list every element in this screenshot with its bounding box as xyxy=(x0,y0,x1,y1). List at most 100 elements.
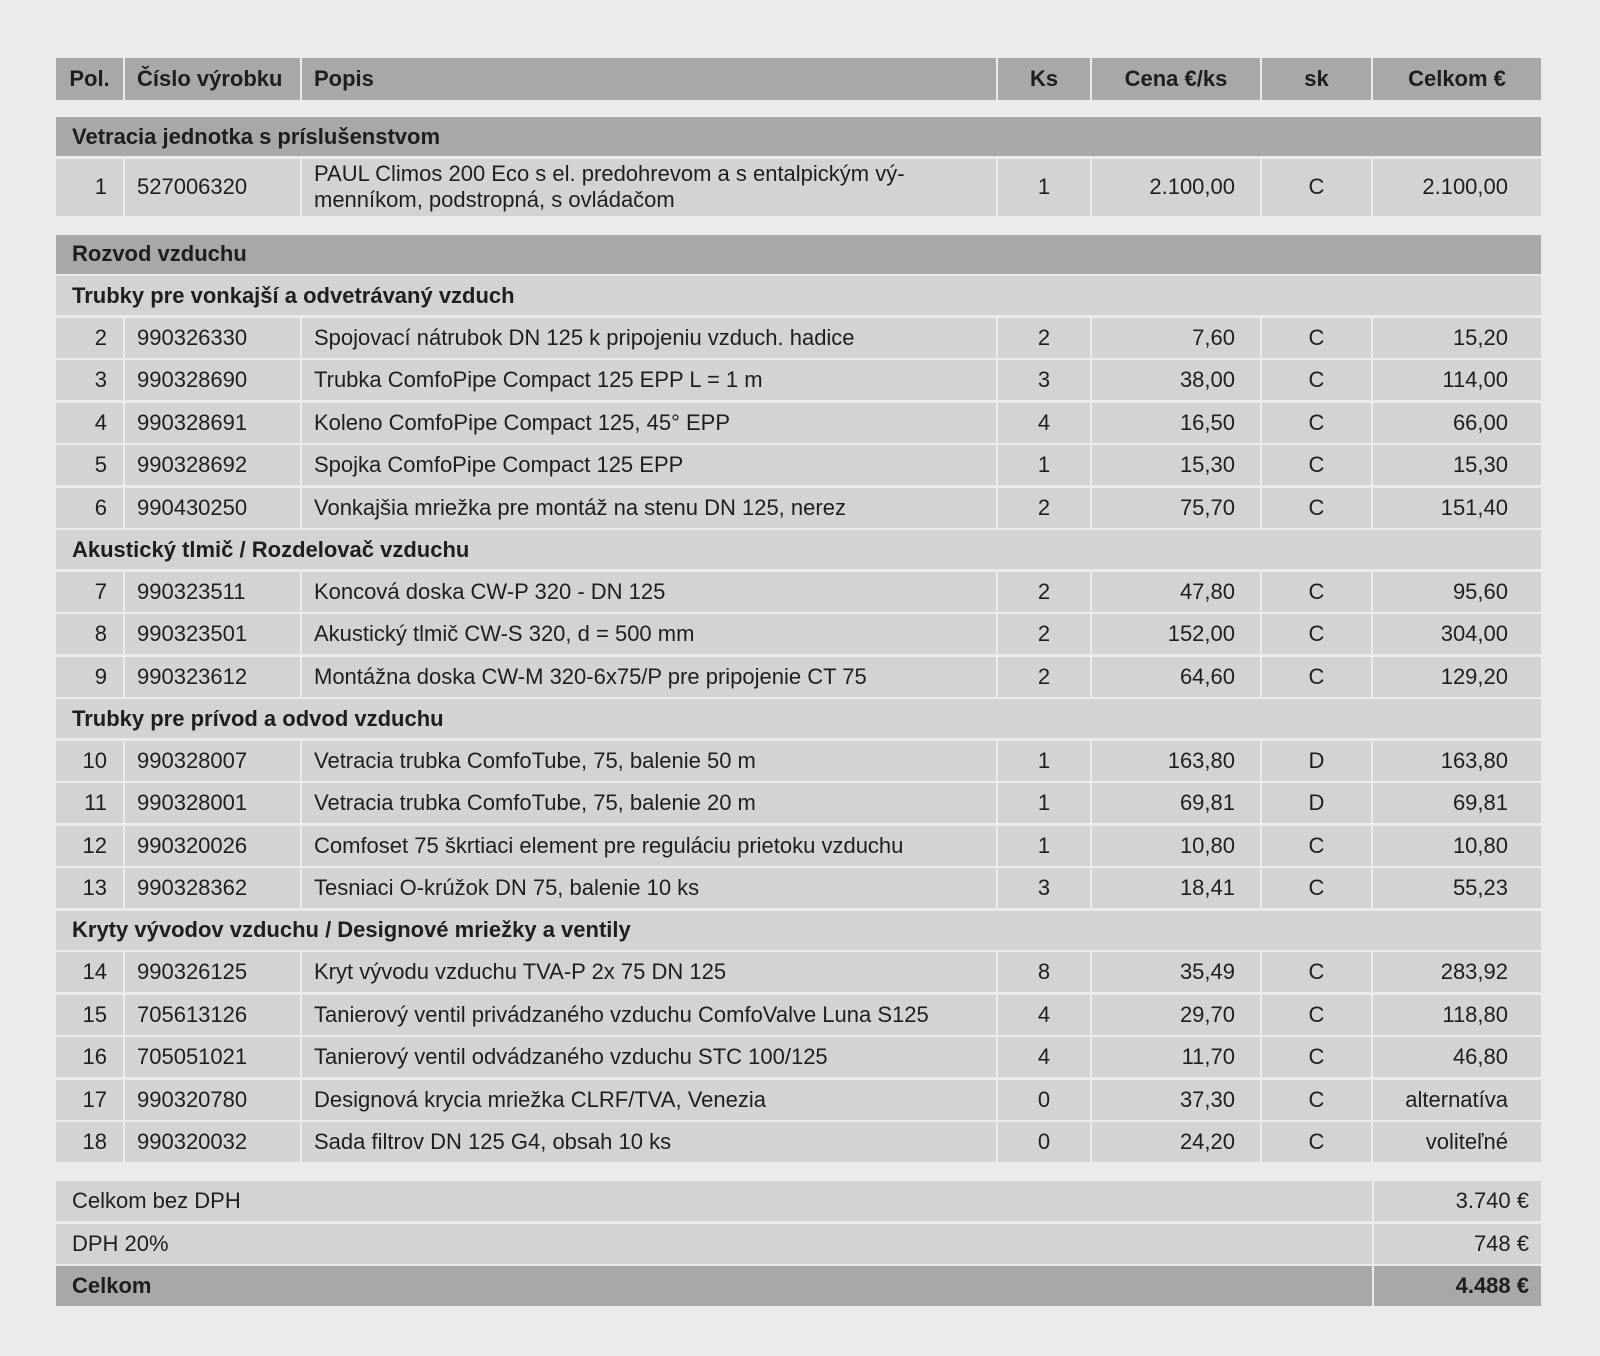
table-row: 1 527006320 PAUL Climos 200 Eco s el. pr… xyxy=(56,158,1541,216)
item-description: Montážna doska CW-M 320-6x75/P pre pripo… xyxy=(300,656,996,697)
summary-grand-row: Celkom 4.488 € xyxy=(56,1266,1541,1306)
item-pol: 1 xyxy=(94,174,107,199)
item-description: Akustický tlmič CW-S 320, d = 500 mm xyxy=(300,614,996,654)
item-price: 38,00 xyxy=(1090,360,1260,400)
item-number: 990323511 xyxy=(123,571,300,612)
item-price: 69,81 xyxy=(1090,783,1260,823)
table-row: 15 705613126 Tanierový ventil privádzané… xyxy=(56,994,1541,1035)
item-sk: C xyxy=(1260,158,1371,216)
item-total: 118,80 xyxy=(1371,994,1541,1035)
item-qty: 2 xyxy=(996,571,1090,612)
item-pol: 11 xyxy=(84,790,107,815)
group-title-text: Kryty vývodov vzduchu / Designové mriežk… xyxy=(72,917,631,942)
section-title-text: Vetracia jednotka s príslušenstvom xyxy=(72,123,441,149)
summary-vat-label: DPH 20% xyxy=(72,1230,169,1256)
col-header-number: Číslo výrobku xyxy=(123,58,300,100)
item-description: Koncová doska CW-P 320 - DN 125 xyxy=(300,571,996,612)
table-row: 8 990323501 Akustický tlmič CW-S 320, d … xyxy=(56,614,1541,654)
item-sk: C xyxy=(1260,1079,1371,1120)
item-number: 990326330 xyxy=(123,317,300,358)
summary-grand-label: Celkom xyxy=(72,1273,152,1298)
item-qty: 2 xyxy=(996,656,1090,697)
item-description: Vonkajšia mriežka pre montáž na stenu DN… xyxy=(300,487,996,528)
price-table: Pol. Číslo výrobku Popis Ks Cena €/ks sk… xyxy=(56,58,1541,1309)
table-row: 11 990328001 Vetracia trubka ComfoTube, … xyxy=(56,783,1541,823)
item-total: 69,81 xyxy=(1371,783,1541,823)
table-row: 5 990328692 Spojka ComfoPipe Compact 125… xyxy=(56,445,1541,485)
item-description: Tanierový ventil privádzaného vzduchu Co… xyxy=(300,994,996,1035)
col-header-qty: Ks xyxy=(996,58,1090,100)
item-number: 990430250 xyxy=(123,487,300,528)
item-price: 75,70 xyxy=(1090,487,1260,528)
item-total: 129,20 xyxy=(1371,656,1541,697)
item-description: Vetracia trubka ComfoTube, 75, balenie 5… xyxy=(300,740,996,781)
item-qty: 4 xyxy=(996,402,1090,443)
item-pol: 5 xyxy=(94,452,107,477)
item-sk: C xyxy=(1260,1037,1371,1077)
item-number: 705613126 xyxy=(123,994,300,1035)
item-pol: 9 xyxy=(94,663,107,689)
item-total: 66,00 xyxy=(1371,402,1541,443)
item-sk: C xyxy=(1260,487,1371,528)
group-title-text: Akustický tlmič / Rozdelovač vzduchu xyxy=(72,536,470,562)
item-qty: 2 xyxy=(996,317,1090,358)
item-number: 990320032 xyxy=(123,1122,300,1162)
item-description: Sada filtrov DN 125 G4, obsah 10 ks xyxy=(300,1122,996,1162)
col-header-total: Celkom € xyxy=(1371,58,1541,100)
item-sk: D xyxy=(1260,740,1371,781)
item-sk: C xyxy=(1260,868,1371,908)
item-sk: C xyxy=(1260,317,1371,358)
item-qty: 1 xyxy=(996,158,1090,216)
group-title: Kryty vývodov vzduchu / Designové mriežk… xyxy=(56,910,1541,950)
summary-vat-row: DPH 20% 748 € xyxy=(56,1223,1541,1264)
summary-net-label: Celkom bez DPH xyxy=(72,1188,241,1213)
item-total: 114,00 xyxy=(1371,360,1541,400)
item-total: 10,80 xyxy=(1371,825,1541,866)
item-number: 990328007 xyxy=(123,740,300,781)
table-row: 16 705051021 Tanierový ventil odvádzanéh… xyxy=(56,1037,1541,1077)
item-total: 163,80 xyxy=(1371,740,1541,781)
item-price: 35,49 xyxy=(1090,952,1260,992)
item-sk: C xyxy=(1260,994,1371,1035)
group-title: Akustický tlmič / Rozdelovač vzduchu xyxy=(56,530,1541,569)
item-pol: 8 xyxy=(94,621,107,646)
item-pol: 10 xyxy=(82,747,107,773)
summary-grand-value: 4.488 € xyxy=(1372,1266,1541,1306)
item-description: Tanierový ventil odvádzaného vzduchu STC… xyxy=(300,1037,996,1077)
item-qty: 1 xyxy=(996,783,1090,823)
item-sk: C xyxy=(1260,571,1371,612)
item-total: 283,92 xyxy=(1371,952,1541,992)
summary-net-value: 3.740 € xyxy=(1372,1181,1541,1221)
item-number: 990328690 xyxy=(123,360,300,400)
item-sk: C xyxy=(1260,952,1371,992)
item-pol: 18 xyxy=(82,1129,107,1154)
item-description: Spojovací nátrubok DN 125 k pripojeniu v… xyxy=(300,317,996,358)
item-sk: C xyxy=(1260,614,1371,654)
item-pol: 17 xyxy=(82,1086,107,1112)
item-qty: 1 xyxy=(996,740,1090,781)
table-row: 3 990328690 Trubka ComfoPipe Compact 125… xyxy=(56,360,1541,400)
item-qty: 3 xyxy=(996,868,1090,908)
table-row: 9 990323612 Montážna doska CW-M 320-6x75… xyxy=(56,656,1541,697)
item-price: 16,50 xyxy=(1090,402,1260,443)
item-total: 55,23 xyxy=(1371,868,1541,908)
item-description: Koleno ComfoPipe Compact 125, 45° EPP xyxy=(300,402,996,443)
item-number: 990323612 xyxy=(123,656,300,697)
table-header: Pol. Číslo výrobku Popis Ks Cena €/ks sk… xyxy=(56,58,1541,100)
item-number: 990320026 xyxy=(123,825,300,866)
item-description: Comfoset 75 škrtiaci element pre regulác… xyxy=(300,825,996,866)
item-number: 990328691 xyxy=(123,402,300,443)
item-price: 47,80 xyxy=(1090,571,1260,612)
table-row: 18 990320032 Sada filtrov DN 125 G4, obs… xyxy=(56,1122,1541,1162)
item-total: 2.100,00 xyxy=(1371,158,1541,216)
item-qty: 0 xyxy=(996,1122,1090,1162)
item-total: 46,80 xyxy=(1371,1037,1541,1077)
item-pol: 7 xyxy=(94,578,107,604)
item-qty: 2 xyxy=(996,487,1090,528)
item-total: 151,40 xyxy=(1371,487,1541,528)
item-price: 15,30 xyxy=(1090,445,1260,485)
item-price: 152,00 xyxy=(1090,614,1260,654)
table-row: 17 990320780 Designová krycia mriežka CL… xyxy=(56,1079,1541,1120)
col-header-unit-price: Cena €/ks xyxy=(1090,58,1260,100)
section-title-text: Rozvod vzduchu xyxy=(72,241,247,266)
